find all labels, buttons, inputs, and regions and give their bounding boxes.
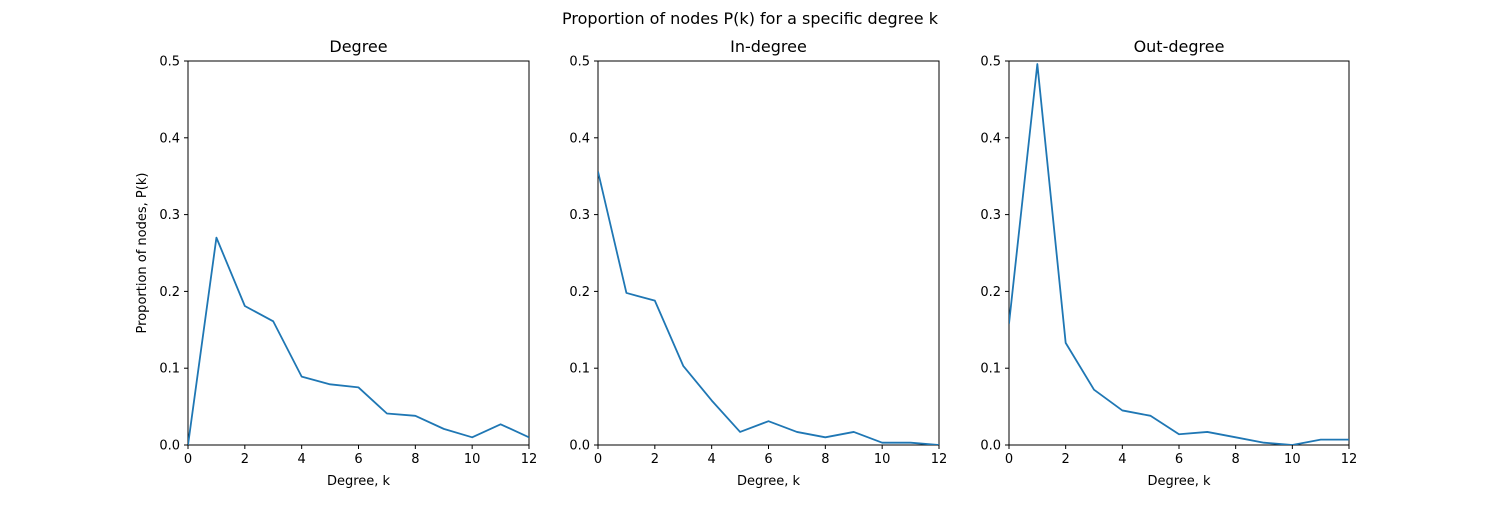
subplot-out-degree: Out-degree Degree, k 0 2 4 6 8 10 12 0.0 0.1 0.2 0…	[980, 37, 1357, 489]
y-tick-label: 0.1	[159, 362, 180, 377]
x-tick-label: 4	[708, 452, 716, 467]
y-tick-label: 0.1	[569, 362, 590, 377]
y-tick-label: 0.4	[980, 131, 1001, 146]
y-tick-label: 0.4	[569, 131, 590, 146]
plot-frame	[597, 60, 940, 446]
series-line	[188, 236, 529, 445]
y-tick-label: 0.1	[980, 362, 1001, 377]
subplot-title: Out-degree	[1134, 37, 1225, 56]
x-tick-label: 0	[594, 452, 602, 467]
x-tick-label: 2	[651, 452, 659, 467]
plot-frame	[1008, 60, 1350, 446]
x-tick-label: 10	[464, 452, 481, 467]
x-axis-label: Degree, k	[1147, 474, 1211, 489]
x-tick-label: 8	[411, 452, 419, 467]
x-tick-label: 0	[1005, 452, 1013, 467]
figure-title: Proportion of nodes P(k) for a specific …	[562, 9, 939, 28]
x-tick-label: 10	[1284, 452, 1301, 467]
x-tick-label: 8	[1232, 452, 1240, 467]
y-tick-label: 0.3	[980, 208, 1001, 223]
x-tick-label: 12	[1341, 452, 1358, 467]
y-tick-label: 0.3	[569, 208, 590, 223]
y-tick-label: 0.5	[569, 55, 590, 70]
x-tick-label: 2	[1062, 452, 1070, 467]
y-tick-label: 0.5	[159, 55, 180, 70]
y-tick-label: 0.0	[980, 439, 1001, 454]
series-line	[1009, 63, 1349, 445]
x-axis-label: Degree, k	[327, 474, 391, 489]
y-tick-label: 0.2	[159, 285, 180, 300]
x-tick-label: 0	[184, 452, 192, 467]
x-tick-label: 8	[821, 452, 829, 467]
x-tick-label: 6	[764, 452, 772, 467]
x-tick-label: 2	[241, 452, 249, 467]
subplot-title: Degree	[329, 37, 387, 56]
y-tick-label: 0.4	[159, 131, 180, 146]
x-tick-label: 12	[521, 452, 538, 467]
x-tick-label: 10	[874, 452, 891, 467]
x-tick-label: 12	[931, 452, 948, 467]
x-tick-label: 6	[1175, 452, 1183, 467]
x-tick-label: 4	[1118, 452, 1126, 467]
y-axis-label: Proportion of nodes, P(k)	[135, 173, 150, 334]
x-tick-label: 4	[298, 452, 306, 467]
y-tick-label: 0.0	[569, 439, 590, 454]
y-tick-label: 0.2	[980, 285, 1001, 300]
subplot-in-degree: In-degree Degree, k 0 2 4 6 8 10 12 0.0 0.1 0.2 0.…	[569, 37, 947, 489]
y-tick-label: 0.3	[159, 208, 180, 223]
series-line	[598, 171, 939, 445]
y-tick-label: 0.0	[159, 439, 180, 454]
x-tick-label: 6	[354, 452, 362, 467]
subplot-degree: Degree Degree, k Proportion of nodes, P(…	[135, 37, 537, 489]
x-axis-label: Degree, k	[737, 474, 801, 489]
y-tick-label: 0.5	[980, 55, 1001, 70]
subplot-title: In-degree	[730, 37, 807, 56]
y-tick-label: 0.2	[569, 285, 590, 300]
